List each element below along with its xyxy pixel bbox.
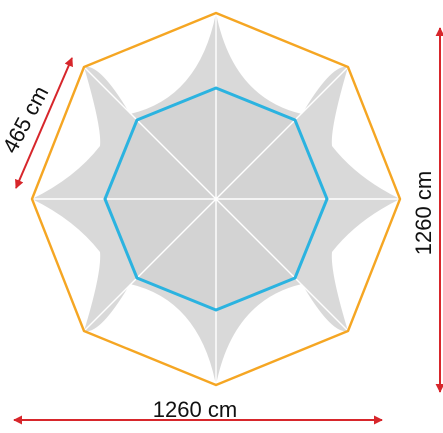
side-dimension-arrow [15, 57, 73, 189]
width-dimension-label: 1260 cm [153, 397, 237, 422]
rib-southwest [83, 198, 217, 332]
rib-northeast [215, 66, 349, 200]
rib-northwest [83, 66, 217, 200]
height-dimension-label: 1260 cm [411, 171, 436, 255]
umbrella-ribs [32, 13, 400, 385]
inner-octagon [103, 86, 329, 312]
rib-southeast [215, 198, 349, 332]
